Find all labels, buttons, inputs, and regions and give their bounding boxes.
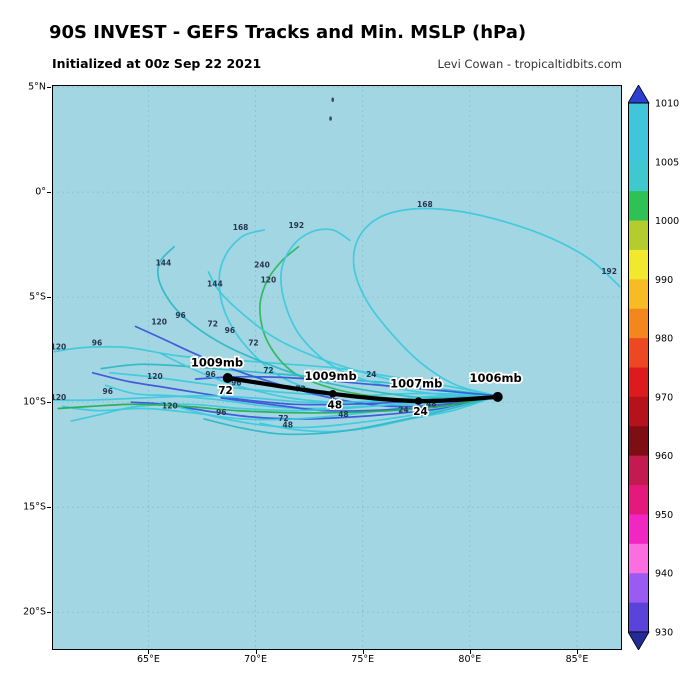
y-tick-mark xyxy=(47,402,51,404)
y-tick-label: 5°N xyxy=(28,81,46,93)
svg-text:950: 950 xyxy=(655,510,673,521)
svg-text:970: 970 xyxy=(655,392,673,403)
credit-label: Levi Cowan - tropicaltidbits.com xyxy=(437,57,623,71)
svg-text:96: 96 xyxy=(175,311,185,320)
y-tick-label: 15°S xyxy=(23,501,46,513)
svg-text:192: 192 xyxy=(601,267,617,276)
colorbar-svg: 1010 1005 1000 990 980 970 960 950 940 930 xyxy=(627,84,679,651)
plot-border xyxy=(52,85,622,650)
x-tick-mark xyxy=(148,650,150,654)
svg-text:120: 120 xyxy=(52,343,66,352)
x-tick-label: 85°E xyxy=(565,654,589,665)
svg-text:940: 940 xyxy=(655,569,673,580)
y-tick-label: 5°S xyxy=(29,291,46,303)
svg-text:72: 72 xyxy=(263,366,273,375)
y-tick-label: 10°S xyxy=(23,396,46,408)
svg-text:24: 24 xyxy=(430,376,440,385)
svg-text:990: 990 xyxy=(655,275,673,286)
y-tick-label: 0° xyxy=(35,186,46,198)
svg-text:72: 72 xyxy=(218,385,233,397)
svg-text:144: 144 xyxy=(156,259,172,268)
colorbar-cells xyxy=(628,103,649,633)
svg-text:240: 240 xyxy=(254,261,270,270)
svg-text:48: 48 xyxy=(338,410,348,419)
svg-text:192: 192 xyxy=(288,221,304,230)
svg-text:120: 120 xyxy=(162,401,178,410)
init-time-label: Initialized at 00z Sep 22 2021 xyxy=(52,56,262,71)
svg-text:96: 96 xyxy=(205,370,215,379)
chart-title: 90S INVEST - GEFS Tracks and Min. MSLP (… xyxy=(49,22,527,43)
x-tick-label: 70°E xyxy=(244,654,267,665)
svg-text:1009mb: 1009mb xyxy=(304,369,356,383)
y-tick-mark xyxy=(47,87,51,89)
svg-text:1005: 1005 xyxy=(655,157,679,168)
track-map: 168 192 192 168 240 120 144 144 120 72 96 96 96 120 96… xyxy=(52,85,622,650)
svg-text:930: 930 xyxy=(655,628,673,639)
svg-text:168: 168 xyxy=(417,200,433,209)
colorbar-tick-labels: 1010 1005 1000 990 980 970 960 950 940 930 xyxy=(655,99,679,639)
x-tick-mark xyxy=(577,650,578,654)
svg-text:24: 24 xyxy=(366,370,376,379)
svg-text:96: 96 xyxy=(102,387,112,396)
svg-text:120: 120 xyxy=(147,372,163,381)
colorbar: 1010 1005 1000 990 980 970 960 950 940 930 xyxy=(627,84,698,651)
y-tick-mark xyxy=(47,612,51,614)
x-tick-mark xyxy=(469,650,471,654)
svg-text:1009mb: 1009mb xyxy=(191,355,243,369)
y-tick-mark xyxy=(47,192,51,194)
svg-text:96: 96 xyxy=(225,326,235,335)
svg-text:48: 48 xyxy=(426,399,436,408)
svg-text:120: 120 xyxy=(261,275,277,284)
colorbar-arrow-bottom xyxy=(627,631,650,651)
svg-text:72: 72 xyxy=(207,320,217,329)
svg-text:120: 120 xyxy=(52,393,66,402)
svg-text:120: 120 xyxy=(151,317,167,326)
svg-text:980: 980 xyxy=(655,334,673,345)
x-tick-mark xyxy=(255,650,257,654)
svg-text:96: 96 xyxy=(216,408,226,417)
svg-text:1000: 1000 xyxy=(655,216,679,227)
x-tick-label: 80°E xyxy=(458,654,482,665)
svg-text:144: 144 xyxy=(207,280,223,289)
y-tick-label: 20°S xyxy=(23,606,46,618)
svg-text:96: 96 xyxy=(92,338,102,347)
svg-text:1006mb: 1006mb xyxy=(469,371,521,385)
y-tick-mark xyxy=(47,507,51,509)
svg-text:24: 24 xyxy=(413,406,428,418)
x-tick-label: 75°E xyxy=(351,654,375,665)
svg-text:168: 168 xyxy=(233,223,249,232)
y-tick-mark xyxy=(47,297,51,299)
svg-text:48: 48 xyxy=(328,399,343,411)
colorbar-arrow-top xyxy=(627,84,650,104)
svg-text:96: 96 xyxy=(231,378,241,387)
x-tick-label: 65°E xyxy=(137,654,160,665)
svg-text:72: 72 xyxy=(278,414,288,423)
svg-text:24: 24 xyxy=(398,406,408,415)
svg-text:48: 48 xyxy=(282,420,292,429)
x-tick-mark xyxy=(362,650,364,654)
svg-text:1010: 1010 xyxy=(655,99,679,110)
svg-text:960: 960 xyxy=(655,451,673,462)
island-marks xyxy=(329,97,335,121)
ensemble-tracks xyxy=(52,207,621,436)
svg-text:48: 48 xyxy=(317,372,327,381)
svg-text:1007mb: 1007mb xyxy=(390,376,442,390)
svg-text:72: 72 xyxy=(248,338,258,347)
